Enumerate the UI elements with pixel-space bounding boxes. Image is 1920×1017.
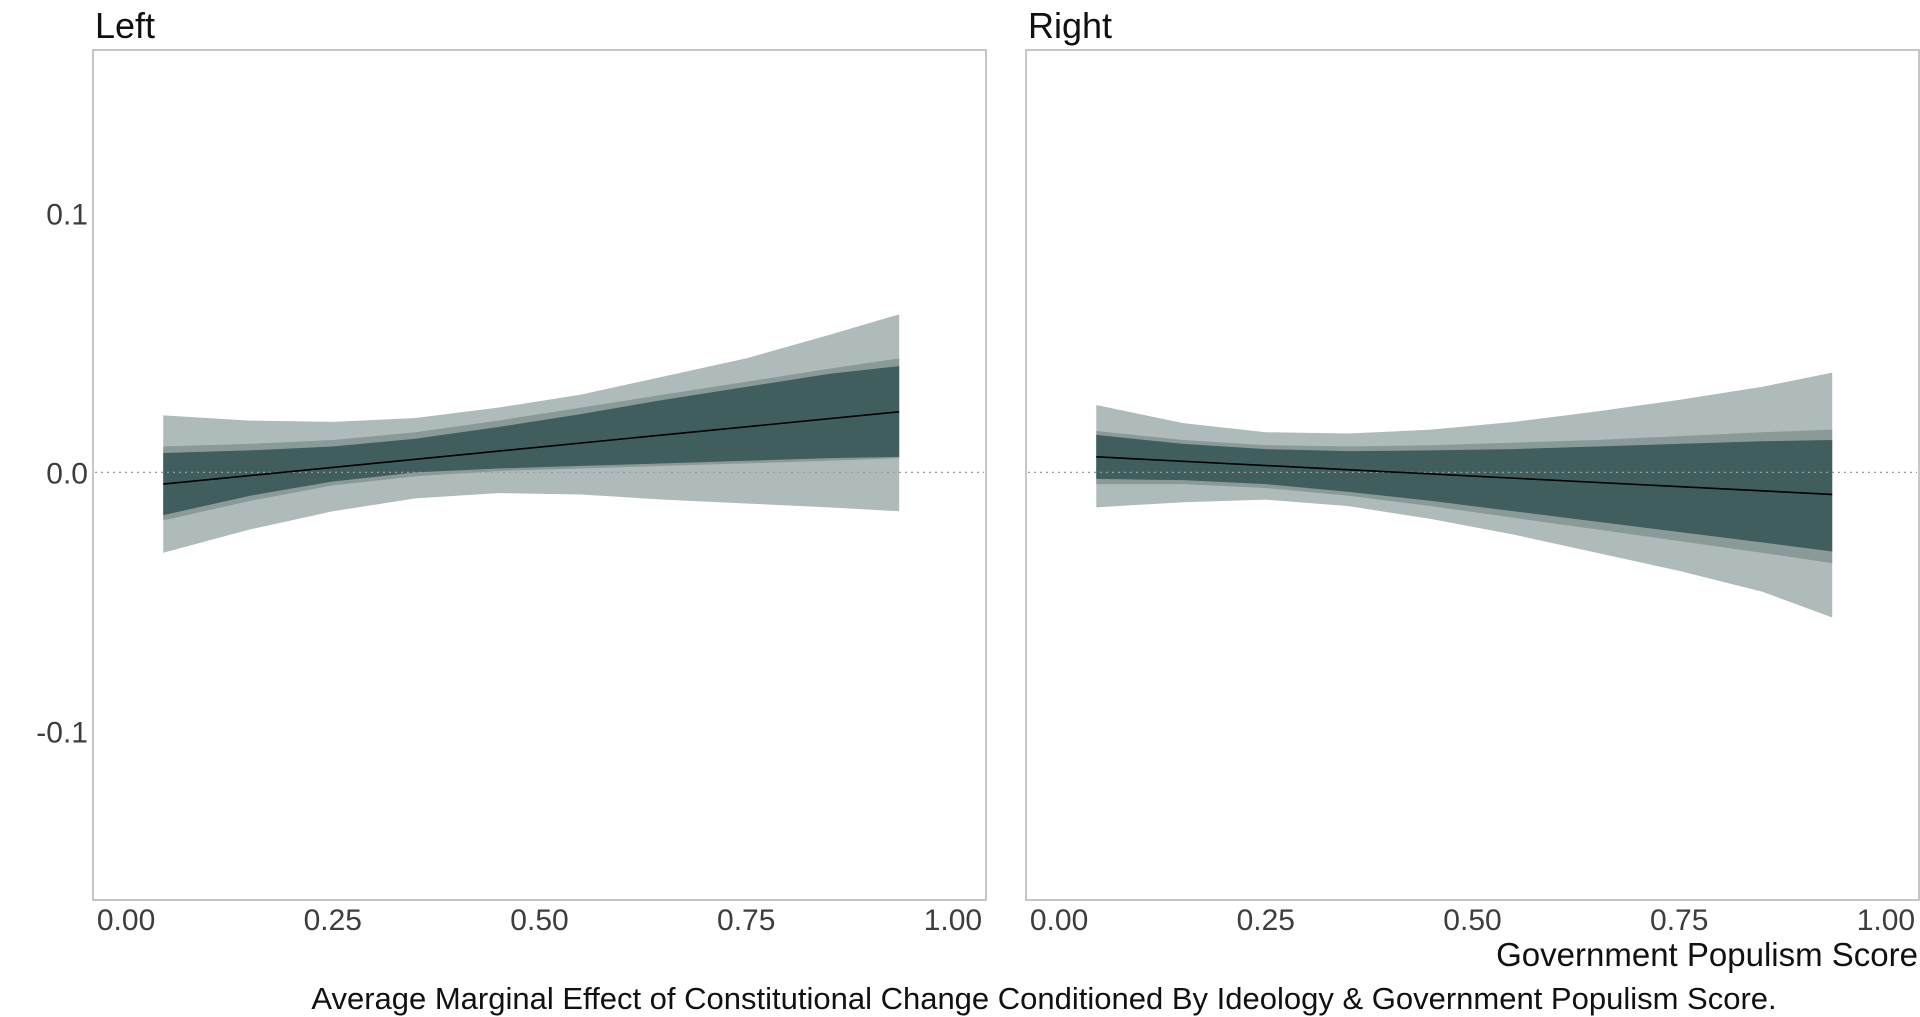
panel-title: Left (95, 5, 155, 46)
panel-frame (92, 49, 987, 901)
facet-panels: Left 0.00 0.25 0.50 0.75 1.00 0.1 0.0 -0.1 Right 0… (36, 5, 1920, 937)
x-tick-label: 0.00 (97, 904, 155, 937)
panel-left: Left 0.00 0.25 0.50 0.75 1.00 0.1 0.0 -0.1 (36, 5, 987, 937)
x-tick-label: 0.00 (1030, 904, 1088, 937)
estimate-line (163, 410, 900, 485)
x-tick-label: 0.50 (510, 904, 568, 937)
chart-caption: Average Marginal Effect of Constitutiona… (311, 981, 1776, 1016)
x-tick-label: 0.25 (304, 904, 362, 937)
x-tick-label: 0.75 (717, 904, 775, 937)
y-tick-label: 0.1 (46, 198, 88, 231)
x-axis-title: Government Populism Score (1496, 936, 1918, 973)
x-tick-label: 0.50 (1443, 904, 1501, 937)
x-tick-label: 0.75 (1650, 904, 1708, 937)
y-tick-label: -0.1 (36, 717, 88, 750)
panel-right: Right 0.00 0.25 0.50 0.75 1.00 (1025, 5, 1920, 937)
x-tick-label: 1.00 (1857, 904, 1915, 937)
x-tick-label: 0.25 (1237, 904, 1295, 937)
estimate-line (1096, 456, 1833, 496)
x-tick-label: 1.00 (924, 904, 982, 937)
ci-band-inner (163, 366, 900, 516)
y-tick-label: 0.0 (46, 457, 88, 490)
panel-title: Right (1028, 5, 1112, 46)
ci-band-inner (1096, 434, 1833, 552)
panel-frame (1025, 49, 1920, 901)
